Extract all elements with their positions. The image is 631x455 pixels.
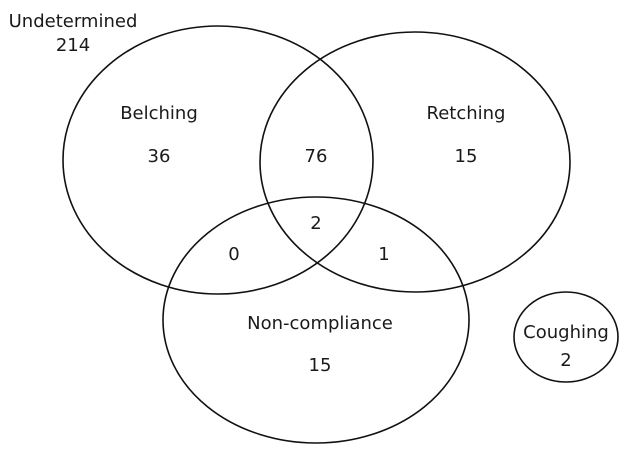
belching-retching-count: 76 xyxy=(305,146,328,167)
undetermined-label: Undetermined xyxy=(9,11,138,32)
coughing-label: Coughing xyxy=(523,322,609,343)
non-compliance-circle xyxy=(162,196,470,444)
belching-non-compliance-count: 0 xyxy=(228,244,239,265)
belching-count: 36 xyxy=(148,146,171,167)
non-compliance-count: 15 xyxy=(309,355,332,376)
undetermined-count: 214 xyxy=(56,35,90,56)
non-compliance-label: Non-compliance xyxy=(247,313,393,334)
coughing-circle xyxy=(513,291,619,383)
retching-label: Retching xyxy=(427,103,506,124)
retching-circle xyxy=(259,31,571,293)
belching-circle xyxy=(62,25,374,295)
all-three-count: 2 xyxy=(310,213,321,234)
belching-label: Belching xyxy=(120,103,198,124)
coughing-count: 2 xyxy=(560,350,571,371)
retching-non-compliance-count: 1 xyxy=(378,244,389,265)
retching-count: 15 xyxy=(455,146,478,167)
